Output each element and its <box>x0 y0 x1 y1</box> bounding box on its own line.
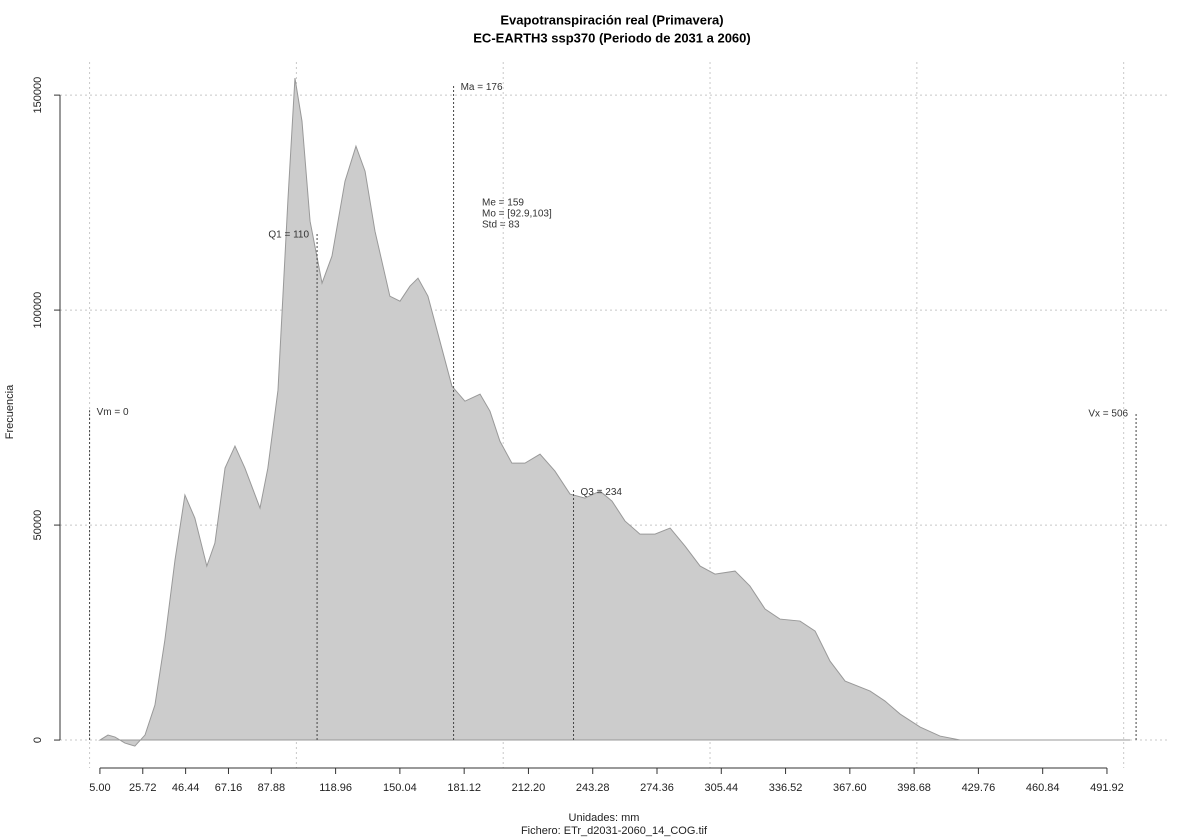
x-tick-label: 429.76 <box>962 782 996 794</box>
annotation-label: Q1 = 110 <box>268 229 309 240</box>
y-tick-label: 100000 <box>32 292 44 329</box>
x-tick-label: 87.88 <box>258 782 286 794</box>
x-tick-label: 460.84 <box>1026 782 1060 794</box>
annotation-label: Vx = 506 <box>1088 409 1128 420</box>
x-tick-label: 491.92 <box>1090 782 1124 794</box>
x-tick-label: 46.44 <box>172 782 200 794</box>
density-area <box>98 78 1131 747</box>
x-tick-label: 243.28 <box>576 782 610 794</box>
y-tick-label: 50000 <box>32 510 44 541</box>
x-tick-label: 181.12 <box>447 782 481 794</box>
x-axis-label: Unidades: mm <box>569 812 640 824</box>
x-tick-label: 367.60 <box>833 782 867 794</box>
x-tick-label: 67.16 <box>215 782 243 794</box>
y-axis-label: Frecuencia <box>4 384 16 439</box>
y-tick-label: 150000 <box>32 77 44 114</box>
x-tick-label: 212.20 <box>512 782 546 794</box>
x-tick-label: 305.44 <box>704 782 738 794</box>
x-tick-label: 274.36 <box>640 782 674 794</box>
annotation-label: Q3 = 234 <box>581 487 623 498</box>
x-tick-label: 398.68 <box>897 782 931 794</box>
caption: Fichero: ETr_d2031-2060_14_COG.tif <box>521 825 708 837</box>
chart-subtitle: EC-EARTH3 ssp370 (Periodo de 2031 a 2060… <box>473 30 750 45</box>
stats-text: Std = 83 <box>482 220 520 231</box>
x-tick-label: 5.00 <box>89 782 110 794</box>
annotation-label: Ma = 176 <box>461 82 503 93</box>
stats-text: Mo = [92.9,103] <box>482 209 552 220</box>
x-tick-label: 118.96 <box>319 782 352 794</box>
x-tick-label: 336.52 <box>769 782 803 794</box>
annotation-label: Vm = 0 <box>97 407 129 418</box>
chart-title: Evapotranspiración real (Primavera) <box>500 12 723 27</box>
x-tick-label: 150.04 <box>383 782 417 794</box>
x-tick-label: 25.72 <box>129 782 157 794</box>
y-tick-label: 0 <box>32 737 44 743</box>
